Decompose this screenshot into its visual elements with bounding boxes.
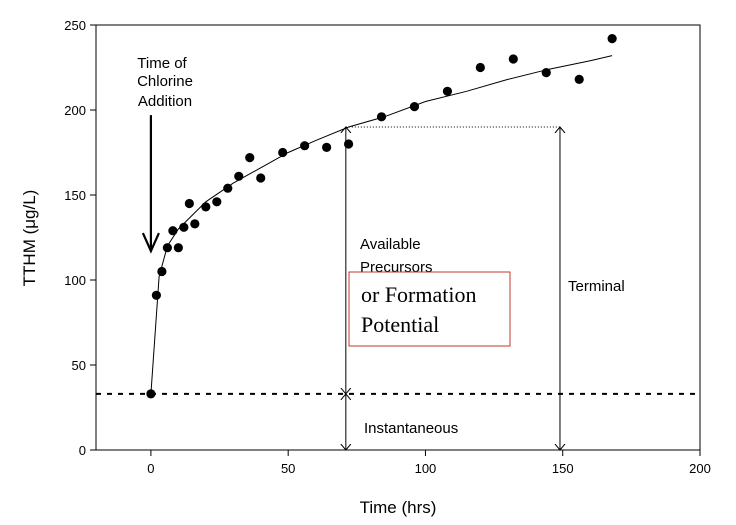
available-label-line1: Available <box>360 236 421 253</box>
data-point <box>173 243 183 253</box>
data-point <box>212 197 222 207</box>
instantaneous-label: Instantaneous <box>364 420 458 437</box>
data-point <box>184 198 194 209</box>
chlorine-label-line1: Time of <box>137 55 187 72</box>
data-point <box>201 202 211 212</box>
data-point <box>607 34 617 44</box>
data-point <box>151 290 161 300</box>
chlorine-label-line2: Chlorine <box>137 73 193 90</box>
data-point <box>146 389 156 399</box>
data-point <box>442 86 453 96</box>
data-point <box>300 141 310 151</box>
formation-label-line1: or Formation <box>361 282 477 307</box>
x-axis-title: Time (hrs) <box>360 498 437 517</box>
plot-frame <box>95 24 701 451</box>
x-tick-label: 200 <box>689 461 711 476</box>
x-tick-label: 0 <box>147 461 154 476</box>
data-point <box>278 147 288 158</box>
y-tick-label: 100 <box>64 273 86 288</box>
data-point <box>376 112 387 122</box>
data-point <box>223 183 233 193</box>
x-tick-label: 150 <box>552 461 574 476</box>
y-axis-title: TTHM (μg/L) <box>20 190 39 287</box>
data-point <box>157 266 167 277</box>
terminal-label: Terminal <box>568 278 625 295</box>
formation-potential-box <box>348 271 511 347</box>
data-point <box>322 142 332 152</box>
data-point <box>234 171 244 181</box>
data-point <box>475 62 485 73</box>
data-point <box>256 173 266 183</box>
data-point <box>179 222 189 232</box>
data-point <box>541 68 551 78</box>
y-tick-label: 150 <box>64 188 86 203</box>
chlorine-annotation: Time of Chlorine Addition <box>137 55 193 110</box>
data-point <box>574 74 584 84</box>
x-tick-label: 50 <box>281 461 295 476</box>
y-tick-label: 0 <box>79 443 86 458</box>
data-point <box>245 153 255 163</box>
chlorine-arrow-head <box>141 232 160 254</box>
data-point <box>409 102 420 112</box>
data-point <box>162 243 172 253</box>
chlorine-label-line3: Addition <box>138 93 192 110</box>
y-tick-label: 250 <box>64 18 86 33</box>
data-point <box>508 54 518 64</box>
y-tick-label: 50 <box>72 358 86 373</box>
x-tick-label: 100 <box>415 461 437 476</box>
y-tick-label: 200 <box>64 103 86 118</box>
formation-label-line2: Potential <box>361 312 439 337</box>
data-point <box>190 219 200 229</box>
data-point <box>343 139 354 149</box>
data-point <box>168 226 178 236</box>
